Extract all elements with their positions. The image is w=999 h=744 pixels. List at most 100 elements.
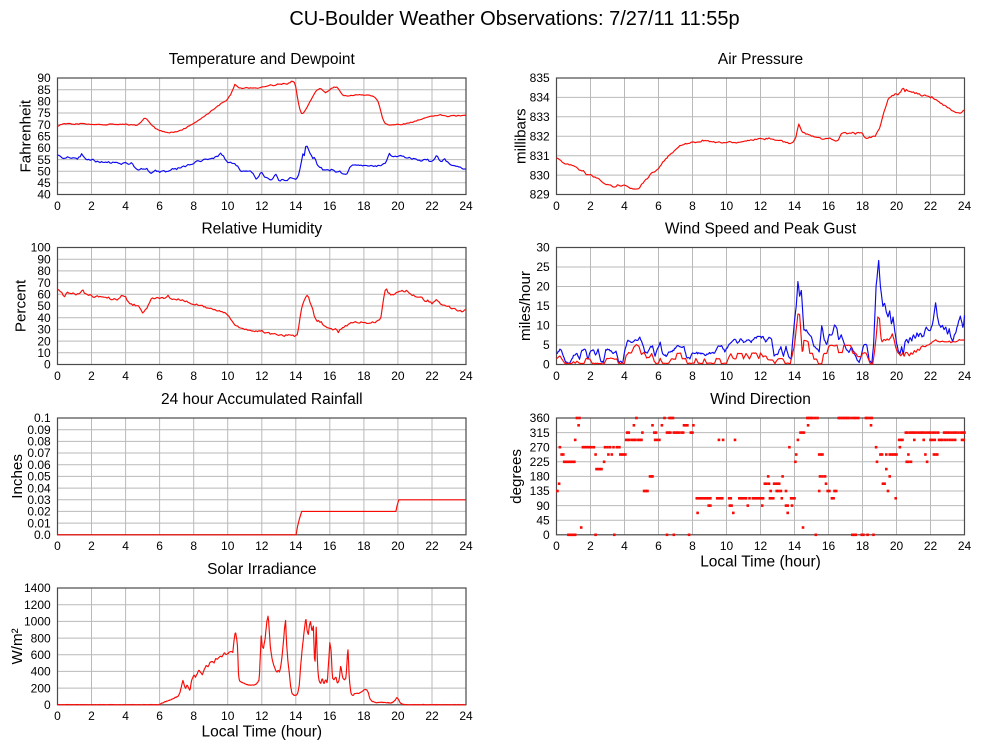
svg-text:Inches: Inches	[9, 454, 26, 499]
svg-text:12: 12	[754, 539, 768, 553]
svg-text:65: 65	[37, 129, 51, 143]
svg-text:0.1: 0.1	[34, 411, 51, 425]
svg-text:24: 24	[459, 539, 473, 553]
svg-text:18: 18	[856, 539, 870, 553]
svg-text:8: 8	[190, 199, 197, 213]
svg-text:4: 4	[122, 199, 129, 213]
svg-text:2: 2	[88, 199, 95, 213]
svg-text:14: 14	[289, 539, 303, 553]
svg-text:14: 14	[289, 369, 303, 383]
svg-text:14: 14	[289, 199, 303, 213]
svg-text:10: 10	[221, 539, 235, 553]
svg-text:90: 90	[37, 71, 51, 85]
svg-text:18: 18	[856, 369, 870, 383]
svg-text:20: 20	[391, 369, 405, 383]
svg-text:5: 5	[543, 338, 550, 352]
svg-text:0.0: 0.0	[34, 528, 51, 542]
svg-text:0: 0	[543, 528, 550, 542]
svg-text:400: 400	[31, 665, 51, 679]
svg-text:20: 20	[391, 539, 405, 553]
svg-text:0: 0	[44, 358, 51, 372]
svg-text:800: 800	[31, 631, 51, 645]
svg-text:6: 6	[655, 369, 662, 383]
svg-text:10: 10	[536, 319, 550, 333]
svg-text:40: 40	[37, 188, 51, 202]
svg-text:0: 0	[54, 539, 61, 553]
svg-text:Air Pressure: Air Pressure	[718, 51, 803, 68]
svg-text:1400: 1400	[24, 581, 51, 595]
svg-text:25: 25	[536, 260, 550, 274]
svg-text:2: 2	[88, 539, 95, 553]
svg-text:16: 16	[822, 199, 836, 213]
svg-text:20: 20	[391, 199, 405, 213]
svg-text:24: 24	[958, 539, 972, 553]
svg-text:0: 0	[553, 199, 560, 213]
svg-text:270: 270	[530, 440, 550, 454]
svg-text:22: 22	[924, 539, 938, 553]
svg-text:4: 4	[621, 369, 628, 383]
svg-text:10: 10	[720, 199, 734, 213]
svg-text:90: 90	[37, 252, 51, 266]
svg-text:45: 45	[536, 513, 550, 527]
svg-text:8: 8	[190, 709, 197, 723]
svg-text:6: 6	[655, 539, 662, 553]
svg-text:CU-Boulder Weather Observation: CU-Boulder Weather Observations: 7/27/11…	[289, 8, 739, 30]
svg-text:Relative Humidity: Relative Humidity	[201, 221, 322, 238]
svg-text:12: 12	[255, 709, 269, 723]
svg-text:835: 835	[530, 71, 550, 85]
svg-text:12: 12	[255, 369, 269, 383]
svg-text:Local Time (hour): Local Time (hour)	[700, 553, 821, 570]
svg-text:Percent: Percent	[12, 279, 29, 332]
svg-text:6: 6	[156, 539, 163, 553]
svg-text:20: 20	[536, 280, 550, 294]
svg-text:millibars: millibars	[513, 108, 530, 164]
svg-text:8: 8	[689, 199, 696, 213]
svg-text:14: 14	[788, 539, 802, 553]
svg-text:80: 80	[37, 264, 51, 278]
svg-text:0.02: 0.02	[27, 505, 51, 519]
svg-text:8: 8	[190, 539, 197, 553]
svg-text:24: 24	[459, 369, 473, 383]
svg-text:2: 2	[587, 539, 594, 553]
svg-text:14: 14	[788, 199, 802, 213]
svg-text:1200: 1200	[24, 598, 51, 612]
svg-text:Solar Irradiance: Solar Irradiance	[207, 561, 316, 578]
svg-text:miles/hour: miles/hour	[517, 271, 534, 341]
svg-text:22: 22	[425, 709, 439, 723]
svg-text:Wind Direction: Wind Direction	[710, 391, 811, 408]
svg-text:0: 0	[553, 369, 560, 383]
svg-text:6: 6	[156, 709, 163, 723]
svg-text:12: 12	[754, 369, 768, 383]
svg-text:834: 834	[530, 91, 550, 105]
svg-text:225: 225	[530, 455, 550, 469]
svg-text:0: 0	[54, 199, 61, 213]
svg-text:90: 90	[536, 499, 550, 513]
svg-text:4: 4	[122, 539, 129, 553]
svg-text:16: 16	[323, 369, 337, 383]
svg-text:50: 50	[37, 164, 51, 178]
svg-text:16: 16	[323, 539, 337, 553]
svg-text:16: 16	[323, 709, 337, 723]
svg-text:70: 70	[37, 276, 51, 290]
svg-text:0.09: 0.09	[27, 423, 51, 437]
svg-text:831: 831	[530, 149, 550, 163]
svg-text:16: 16	[323, 199, 337, 213]
svg-text:20: 20	[890, 369, 904, 383]
svg-text:360: 360	[530, 411, 550, 425]
svg-text:15: 15	[536, 299, 550, 313]
svg-text:24: 24	[459, 709, 473, 723]
svg-text:4: 4	[621, 199, 628, 213]
svg-text:600: 600	[31, 648, 51, 662]
svg-text:22: 22	[924, 199, 938, 213]
svg-text:4: 4	[122, 709, 129, 723]
svg-text:16: 16	[822, 369, 836, 383]
svg-text:60: 60	[37, 288, 51, 302]
svg-text:0.05: 0.05	[27, 470, 51, 484]
svg-text:14: 14	[289, 709, 303, 723]
svg-text:12: 12	[754, 199, 768, 213]
svg-text:22: 22	[924, 369, 938, 383]
svg-text:22: 22	[425, 199, 439, 213]
svg-text:22: 22	[425, 539, 439, 553]
svg-text:8: 8	[190, 369, 197, 383]
svg-text:Temperature and Dewpoint: Temperature and Dewpoint	[169, 51, 356, 68]
